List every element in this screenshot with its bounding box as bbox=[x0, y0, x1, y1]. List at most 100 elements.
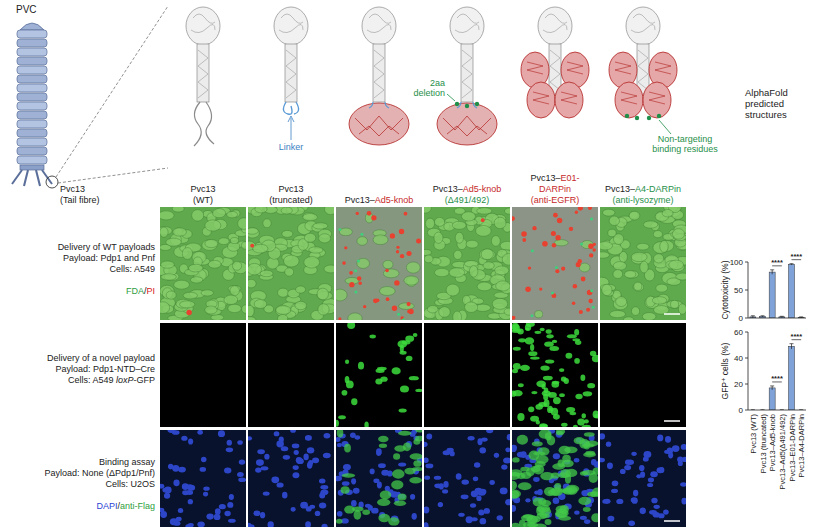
text-line: predicted bbox=[745, 98, 784, 109]
fda-stained-cell bbox=[590, 289, 593, 292]
nucleus bbox=[512, 505, 516, 512]
nucleus bbox=[351, 478, 356, 484]
pi-stained-cell bbox=[569, 227, 573, 231]
nucleus bbox=[370, 469, 375, 475]
fda-stained-cell bbox=[590, 217, 593, 220]
gfp-cell bbox=[413, 333, 418, 337]
nucleus bbox=[276, 482, 283, 487]
y-tick bbox=[745, 332, 748, 333]
nucleus bbox=[525, 498, 530, 502]
pi-stained-cell bbox=[578, 207, 583, 211]
pi-stained-cell bbox=[572, 301, 576, 305]
cell bbox=[296, 286, 306, 293]
nucleus bbox=[424, 457, 429, 463]
bar bbox=[769, 388, 775, 410]
nucleus bbox=[650, 471, 658, 477]
label: Cells: U2OS bbox=[105, 479, 155, 489]
gfp-cell bbox=[518, 383, 524, 387]
x-tick-label: Pvc13–Ad5-knob bbox=[768, 414, 777, 471]
nucleus bbox=[442, 489, 448, 493]
nucleus bbox=[255, 467, 261, 472]
nucleus bbox=[296, 457, 302, 463]
gfp-cell bbox=[531, 391, 537, 394]
cell bbox=[180, 301, 195, 308]
structure-linker bbox=[283, 102, 298, 114]
nucleus bbox=[181, 436, 187, 441]
fda-stained-cell bbox=[360, 233, 363, 236]
cell bbox=[189, 264, 203, 272]
fda-stained-cell bbox=[531, 249, 534, 252]
text-line: deletion bbox=[413, 88, 445, 98]
text-line: Non-targeting bbox=[658, 134, 713, 144]
x-tick-label: Pvc13 (WT) bbox=[749, 414, 758, 454]
cell bbox=[379, 287, 395, 296]
cell bbox=[654, 254, 664, 263]
panel-background bbox=[512, 323, 598, 427]
gfp-cell bbox=[369, 334, 375, 338]
fda-stained-cell bbox=[397, 313, 400, 316]
gfp-cell bbox=[567, 334, 577, 338]
cell bbox=[425, 218, 434, 229]
cell bbox=[213, 209, 226, 218]
nucleus bbox=[533, 477, 539, 482]
cell bbox=[660, 241, 668, 253]
anti-flag-signal bbox=[403, 442, 411, 451]
anti-flag-signal bbox=[512, 481, 517, 491]
structure-detail bbox=[367, 14, 391, 33]
panel-background bbox=[512, 207, 598, 320]
nucleus bbox=[260, 512, 265, 518]
label: Payload: None (ΔPdp1/Pnf) bbox=[44, 468, 155, 478]
nucleus bbox=[520, 451, 526, 458]
cell bbox=[248, 228, 258, 235]
text-segment: Pvc13– bbox=[433, 184, 463, 194]
cell bbox=[495, 266, 509, 275]
nucleus bbox=[224, 511, 230, 516]
cell bbox=[373, 235, 388, 245]
anti-flag-signal bbox=[539, 507, 551, 515]
nucleus bbox=[261, 466, 269, 470]
text-segment: DARPin bbox=[539, 184, 571, 194]
binding-residue bbox=[625, 114, 629, 118]
structure-tail bbox=[194, 102, 214, 146]
fibre-sublabel: (Tail fibre) bbox=[60, 195, 100, 205]
nucleus bbox=[633, 490, 638, 497]
nucleus bbox=[160, 484, 164, 489]
y-tick-label: 100 bbox=[730, 258, 744, 267]
y-axis-label: GFP⁺ cells (%) bbox=[720, 342, 730, 399]
nucleus bbox=[371, 508, 379, 514]
gfp-cell bbox=[530, 416, 539, 422]
y-tick bbox=[745, 358, 748, 359]
nucleus bbox=[239, 460, 245, 465]
y-tick bbox=[745, 410, 748, 411]
gfp-cell bbox=[399, 409, 407, 413]
nucleus bbox=[229, 494, 234, 500]
nucleus bbox=[507, 434, 510, 440]
anti-flag-signal bbox=[582, 470, 596, 475]
cell bbox=[600, 252, 609, 258]
pvc-sheath bbox=[17, 138, 47, 146]
cell bbox=[669, 260, 684, 269]
gfp-cell bbox=[542, 390, 551, 396]
nucleus bbox=[337, 443, 342, 447]
annotation-arrow bbox=[659, 120, 671, 134]
nucleus bbox=[438, 502, 443, 507]
binding-residue bbox=[635, 116, 639, 120]
structure-detail bbox=[655, 62, 671, 74]
nucleus bbox=[282, 492, 287, 499]
micrograph bbox=[248, 323, 334, 427]
cell bbox=[637, 243, 649, 250]
anti-flag-signal bbox=[519, 519, 526, 527]
binding-residue bbox=[647, 116, 651, 120]
nucleus bbox=[307, 462, 312, 469]
gfp-cell bbox=[564, 378, 569, 384]
fda-stained-cell bbox=[354, 269, 357, 272]
gfp-cell bbox=[580, 375, 585, 382]
structure-detail bbox=[533, 92, 549, 104]
fda-stained-cell bbox=[580, 243, 583, 246]
pi-stained-cell bbox=[555, 235, 560, 240]
fda-stained-cell bbox=[354, 291, 357, 294]
text-segment: Cells: A549 bbox=[68, 375, 116, 385]
anti-flag-signal bbox=[526, 467, 535, 476]
gfp-cell bbox=[400, 385, 409, 392]
cell bbox=[201, 290, 213, 296]
